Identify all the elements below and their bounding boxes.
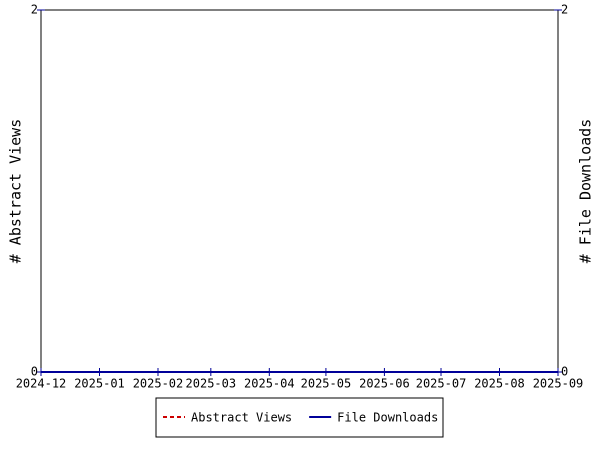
y2-tick-label: 2: [561, 3, 568, 17]
y2-axis-label: # File Downloads: [577, 119, 595, 264]
y-tick-label: 2: [31, 3, 38, 17]
y-tick-label: 0: [31, 365, 38, 379]
plot-area: [40, 9, 559, 373]
x-tick-label: 2025-02: [133, 377, 184, 391]
x-tick-label: 2025-06: [359, 377, 410, 391]
x-tick-label: 2025-07: [416, 377, 467, 391]
legend: [155, 397, 444, 438]
x-tick-label: 2025-08: [474, 377, 525, 391]
x-tick-label: 2025-09: [533, 377, 584, 391]
x-tick-label: 2025-04: [244, 377, 295, 391]
x-tick-label: 2025-05: [301, 377, 352, 391]
y-axis-label: # Abstract Views: [7, 119, 25, 264]
x-tick-label: 2025-03: [186, 377, 237, 391]
legend-label: File Downloads: [337, 411, 438, 425]
x-tick-label: 2024-12: [16, 377, 67, 391]
legend-label: Abstract Views: [191, 411, 292, 425]
y2-tick-label: 0: [561, 365, 568, 379]
x-tick-label: 2025-01: [74, 377, 125, 391]
